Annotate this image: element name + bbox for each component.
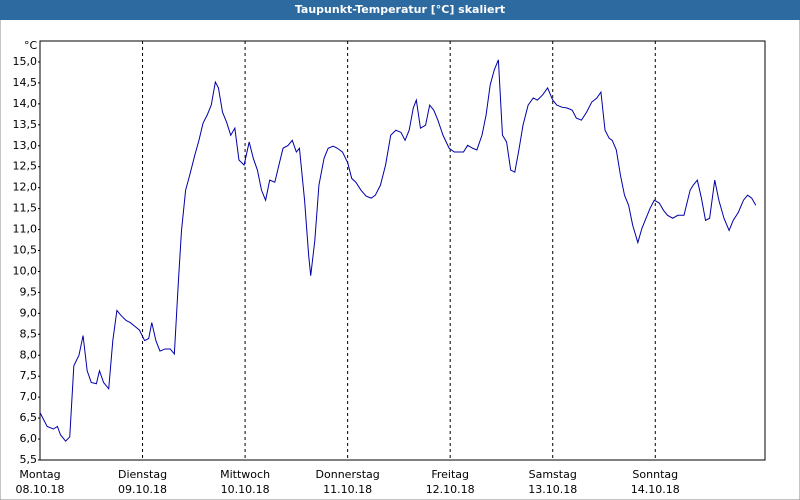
x-tick-date: 11.10.18 (323, 483, 372, 496)
y-tick-label: 7,0 (20, 390, 38, 403)
y-tick-label: 8,5 (20, 327, 38, 340)
y-tick-label: 6,5 (20, 411, 38, 424)
y-unit: °C (24, 39, 38, 52)
x-tick-date: 10.10.18 (221, 483, 270, 496)
y-tick-label: 14,0 (13, 97, 38, 110)
y-tick-label: 5,5 (20, 453, 38, 466)
y-tick-label: 11,5 (13, 202, 38, 215)
data-line (39, 59, 757, 442)
chart-title: Taupunkt-Temperatur [°C] skaliert (295, 3, 505, 16)
x-tick-label: Samstag (529, 468, 577, 481)
title-bar (0, 0, 800, 20)
x-tick-label: Montag (19, 468, 60, 481)
y-tick-label: 8,0 (20, 348, 38, 361)
x-tick-label: Dienstag (118, 468, 167, 481)
y-tick-label: 14,5 (13, 76, 38, 89)
y-tick-label: 12,5 (13, 160, 38, 173)
x-tick-label: Sonntag (632, 468, 678, 481)
y-tick-label: 6,0 (20, 432, 38, 445)
y-tick-label: 7,5 (20, 369, 38, 382)
x-tick-label: Freitag (431, 468, 469, 481)
x-tick-date: 12.10.18 (426, 483, 475, 496)
y-tick-label: 13,0 (13, 139, 38, 152)
y-tick-label: 10,0 (13, 264, 38, 277)
x-tick-date: 09.10.18 (118, 483, 167, 496)
y-tick-label: 9,0 (20, 306, 38, 319)
x-tick-date: 13.10.18 (528, 483, 577, 496)
x-tick-label: Mittwoch (220, 468, 270, 481)
y-tick-label: 9,5 (20, 285, 38, 298)
y-tick-label: 15,0 (13, 55, 38, 68)
y-tick-label: 13,5 (13, 118, 38, 131)
y-tick-label: 11,0 (13, 223, 38, 236)
x-tick-label: Donnerstag (316, 468, 380, 481)
x-tick-date: 14.10.18 (631, 483, 680, 496)
x-tick-date: 08.10.18 (16, 483, 65, 496)
y-tick-label: 10,5 (13, 244, 38, 257)
y-tick-label: 12,0 (13, 181, 38, 194)
